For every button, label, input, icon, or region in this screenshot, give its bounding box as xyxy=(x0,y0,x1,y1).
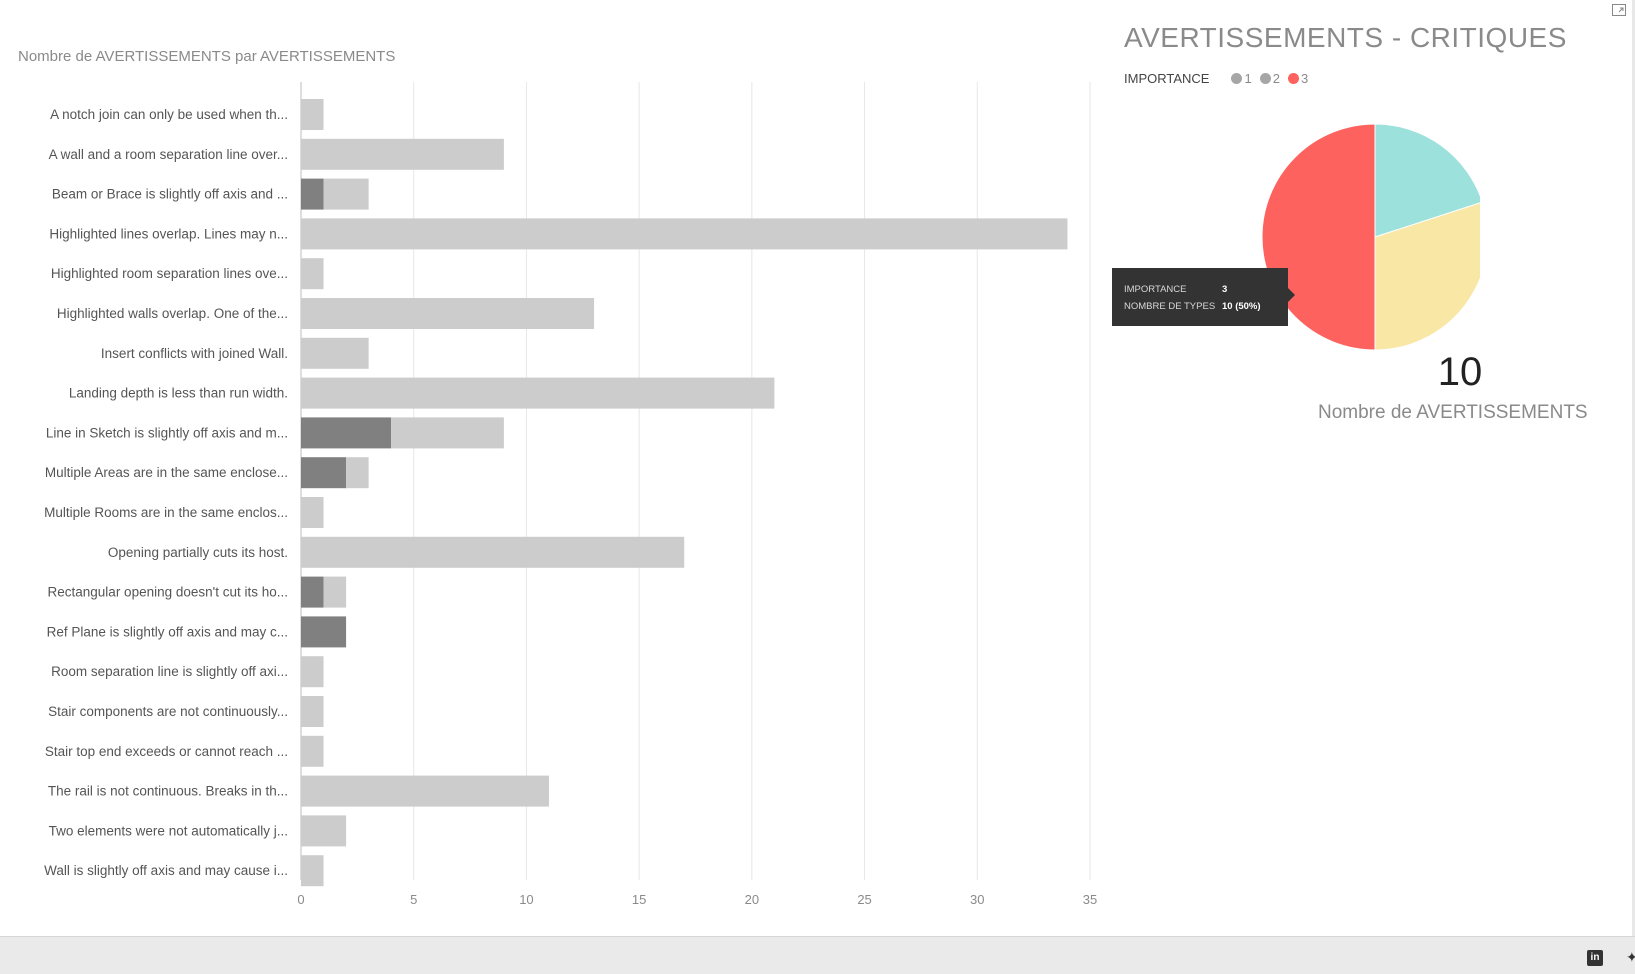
category-label: A wall and a room separation line over..… xyxy=(49,147,288,162)
legend-item[interactable]: 3 xyxy=(1287,71,1309,86)
bar-segment[interactable] xyxy=(301,536,685,568)
category-label: Line in Sketch is slightly off axis and … xyxy=(46,425,288,440)
bar-chart[interactable]: 0 5 10 15 20 25 30 35 A notch join can only be u… xyxy=(0,0,1100,936)
category-label: Highlighted lines overlap. Lines may n..… xyxy=(49,226,288,241)
legend-dot-icon xyxy=(1231,73,1243,84)
linkedin-icon[interactable]: in xyxy=(1587,950,1603,966)
card-label: Nombre de AVERTISSEMENTS xyxy=(1318,402,1588,423)
bar-segment[interactable] xyxy=(346,457,369,489)
tooltip-value: 3 xyxy=(1222,284,1228,295)
tooltip-row-importance: IMPORTANCE 3 xyxy=(1124,284,1227,295)
legend-dot-icon xyxy=(1287,73,1299,84)
legend-label: 3 xyxy=(1300,71,1309,86)
bar-segment[interactable] xyxy=(301,735,324,767)
tooltip-key: NOMBRE DE TYPES xyxy=(1124,301,1216,312)
tooltip-value: 10 (50%) xyxy=(1222,301,1261,312)
legend-items: 1 2 3 xyxy=(1231,71,1316,86)
category-label: Opening partially cuts its host. xyxy=(108,545,288,560)
bar-segment[interactable] xyxy=(301,377,775,409)
category-label: Stair components are not continuously... xyxy=(48,704,288,719)
category-label: Stair top end exceeds or cannot reach ..… xyxy=(45,744,288,759)
bar-segment[interactable] xyxy=(301,696,324,727)
pie-slice[interactable] xyxy=(1374,202,1480,351)
tooltip-key: IMPORTANCE xyxy=(1124,284,1187,295)
tooltip-arrow xyxy=(1288,288,1295,302)
category-label: Insert conflicts with joined Wall. xyxy=(101,346,288,361)
pie-chart-title: AVERTISSEMENTS - CRITIQUES xyxy=(1124,22,1567,53)
legend-label: 2 xyxy=(1272,71,1280,86)
category-label: The rail is not continuous. Breaks in th… xyxy=(48,784,288,799)
bar-segment[interactable] xyxy=(301,258,324,290)
focus-mode-icon[interactable] xyxy=(1612,4,1626,16)
bar-segment[interactable] xyxy=(301,656,324,688)
legend-item[interactable]: 2 xyxy=(1259,71,1280,86)
category-label: Two elements were not automatically j... xyxy=(49,823,288,838)
legend-title: IMPORTANCE xyxy=(1124,71,1210,86)
bar-segment[interactable] xyxy=(301,855,324,887)
bar-segment[interactable] xyxy=(301,138,504,170)
legend-label: 1 xyxy=(1244,71,1252,86)
bar-segment[interactable] xyxy=(301,457,347,489)
category-label: Ref Plane is slightly off axis and may c… xyxy=(47,624,288,639)
card-value: 10 xyxy=(1437,350,1483,394)
category-label: A notch join can only be used when th... xyxy=(50,107,288,122)
category-label: Beam or Brace is slightly off axis and .… xyxy=(52,187,288,202)
category-label: Multiple Rooms are in the same enclos... xyxy=(44,505,288,520)
x-tick-label: 20 xyxy=(745,892,759,907)
pie-slice[interactable] xyxy=(1374,123,1480,238)
bar-segment[interactable] xyxy=(301,99,324,130)
bar-segment[interactable] xyxy=(323,178,369,210)
tooltip-row-count: NOMBRE DE TYPES 10 (50%) xyxy=(1124,301,1261,312)
bar-segment[interactable] xyxy=(301,576,324,608)
category-label: Highlighted room separation lines ove... xyxy=(51,266,288,281)
bar-segment[interactable] xyxy=(301,298,595,329)
x-tick-label: 30 xyxy=(970,892,984,907)
bar-segment[interactable] xyxy=(301,178,324,210)
bar-segment[interactable] xyxy=(301,497,324,528)
bar-segment[interactable] xyxy=(391,417,504,449)
footer-bar: in ✦ xyxy=(0,936,1635,974)
bar-segment[interactable] xyxy=(301,616,347,648)
pie-legend: IMPORTANCE 1 2 3 xyxy=(1124,71,1316,86)
pie-tooltip: IMPORTANCE 3 NOMBRE DE TYPES 10 (50%) xyxy=(1112,268,1295,326)
bar-segment[interactable] xyxy=(323,576,347,608)
bar-segment[interactable] xyxy=(301,218,1068,250)
x-tick-label: 10 xyxy=(519,892,533,907)
x-tick-label: 25 xyxy=(857,892,871,907)
canvas-scroll-edge xyxy=(1632,0,1635,936)
bar-segment[interactable] xyxy=(301,775,549,807)
x-tick-label: 0 xyxy=(297,892,304,907)
category-label: Room separation line is slightly off axi… xyxy=(51,664,288,679)
legend-dot-icon xyxy=(1259,73,1271,84)
legend-item[interactable]: 1 xyxy=(1231,71,1252,86)
bar-chart-title: Nombre de AVERTISSEMENTS par AVERTISSEME… xyxy=(18,48,396,65)
twitter-icon[interactable]: ✦ xyxy=(1626,949,1635,965)
x-tick-label: 15 xyxy=(632,892,646,907)
x-tick-label: 5 xyxy=(410,892,417,907)
category-label: Wall is slightly off axis and may cause … xyxy=(44,863,288,878)
x-tick-label: 35 xyxy=(1083,892,1097,907)
category-label: Rectangular opening doesn't cut its ho..… xyxy=(48,585,288,600)
category-label: Multiple Areas are in the same enclose..… xyxy=(45,465,288,480)
category-label: Landing depth is less than run width. xyxy=(69,386,288,401)
bar-segment[interactable] xyxy=(301,815,347,847)
bar-segment[interactable] xyxy=(301,417,392,449)
bar-segment[interactable] xyxy=(301,337,369,369)
category-label: Highlighted walls overlap. One of the... xyxy=(57,306,288,321)
